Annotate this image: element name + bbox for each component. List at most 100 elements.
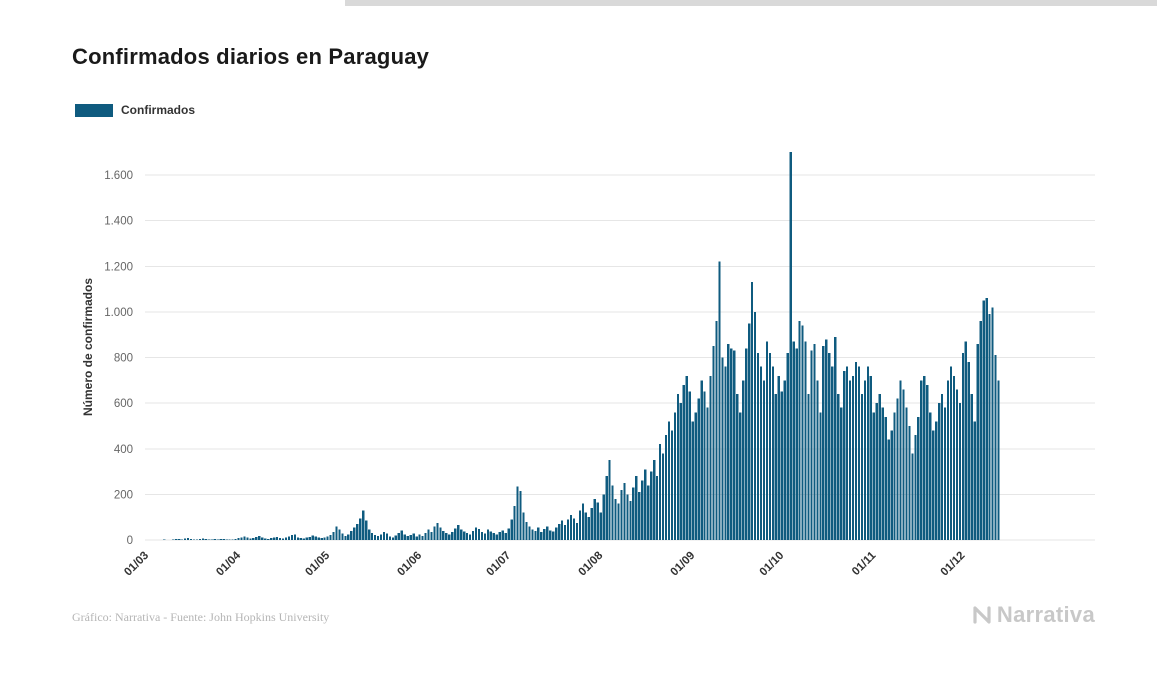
- bar[interactable]: [465, 533, 469, 540]
- bar[interactable]: [314, 536, 317, 540]
- bar[interactable]: [308, 536, 311, 540]
- bar[interactable]: [531, 529, 534, 540]
- bar[interactable]: [445, 533, 448, 540]
- bar[interactable]: [742, 380, 745, 540]
- bar[interactable]: [460, 529, 463, 540]
- bar[interactable]: [653, 460, 656, 540]
- bar[interactable]: [287, 536, 291, 540]
- bar[interactable]: [860, 394, 864, 540]
- bar[interactable]: [175, 538, 178, 540]
- bar[interactable]: [759, 366, 763, 541]
- bar[interactable]: [902, 389, 905, 540]
- bar[interactable]: [940, 394, 944, 540]
- bar[interactable]: [896, 398, 899, 540]
- bar[interactable]: [373, 534, 377, 540]
- bar[interactable]: [890, 430, 893, 541]
- bar[interactable]: [198, 539, 202, 540]
- bar[interactable]: [427, 529, 430, 540]
- bar[interactable]: [697, 398, 700, 540]
- bar[interactable]: [581, 503, 585, 541]
- bar[interactable]: [370, 533, 374, 540]
- bar[interactable]: [326, 536, 329, 540]
- bar[interactable]: [857, 366, 861, 541]
- bar[interactable]: [510, 519, 513, 540]
- bar[interactable]: [246, 537, 249, 540]
- bar[interactable]: [807, 394, 810, 540]
- bar[interactable]: [843, 371, 846, 540]
- bar[interactable]: [795, 348, 798, 541]
- bar[interactable]: [786, 352, 789, 540]
- bar[interactable]: [501, 530, 504, 540]
- bar[interactable]: [213, 539, 216, 540]
- bar[interactable]: [917, 416, 920, 540]
- bar[interactable]: [317, 537, 320, 540]
- bar[interactable]: [730, 348, 733, 541]
- bar[interactable]: [468, 534, 472, 540]
- bar[interactable]: [275, 537, 279, 540]
- bar[interactable]: [486, 529, 490, 540]
- bar[interactable]: [590, 508, 593, 540]
- bar[interactable]: [703, 391, 706, 540]
- bar[interactable]: [273, 537, 276, 540]
- bar[interactable]: [495, 534, 498, 540]
- bar[interactable]: [189, 538, 193, 540]
- bar[interactable]: [985, 298, 988, 540]
- bar[interactable]: [596, 502, 599, 540]
- bar[interactable]: [748, 323, 751, 540]
- bar[interactable]: [323, 537, 326, 540]
- bar[interactable]: [762, 380, 766, 540]
- bar[interactable]: [403, 534, 406, 540]
- bar[interactable]: [647, 485, 650, 540]
- bar[interactable]: [418, 534, 421, 540]
- bar[interactable]: [926, 384, 929, 541]
- bar[interactable]: [201, 538, 205, 540]
- bar[interactable]: [332, 532, 335, 540]
- bar[interactable]: [258, 535, 261, 540]
- bar[interactable]: [471, 530, 475, 541]
- bar[interactable]: [522, 512, 525, 541]
- bar[interactable]: [881, 407, 884, 540]
- bar[interactable]: [477, 529, 481, 540]
- bar[interactable]: [899, 380, 902, 540]
- bar[interactable]: [442, 530, 445, 541]
- bar[interactable]: [617, 503, 620, 541]
- bar[interactable]: [480, 532, 484, 540]
- bar[interactable]: [183, 538, 187, 540]
- bar[interactable]: [602, 494, 605, 541]
- bar[interactable]: [498, 532, 501, 540]
- bar[interactable]: [192, 539, 196, 540]
- bar[interactable]: [715, 321, 718, 540]
- bar[interactable]: [887, 439, 890, 541]
- bar[interactable]: [252, 537, 255, 540]
- bar[interactable]: [264, 538, 267, 540]
- bar[interactable]: [727, 343, 730, 540]
- bar[interactable]: [270, 538, 273, 540]
- bar[interactable]: [964, 341, 967, 540]
- bar[interactable]: [457, 525, 460, 540]
- bar[interactable]: [733, 350, 736, 540]
- bar[interactable]: [875, 403, 878, 541]
- bar[interactable]: [967, 362, 970, 540]
- bar[interactable]: [982, 300, 985, 540]
- bar[interactable]: [878, 394, 881, 540]
- bar[interactable]: [344, 535, 347, 540]
- bar[interactable]: [884, 416, 887, 540]
- bar[interactable]: [186, 538, 190, 540]
- bar[interactable]: [854, 362, 858, 540]
- bar[interactable]: [991, 307, 994, 540]
- bar[interactable]: [949, 366, 953, 541]
- bar[interactable]: [394, 535, 397, 540]
- bar[interactable]: [670, 430, 674, 541]
- bar[interactable]: [219, 538, 222, 540]
- bar[interactable]: [739, 412, 742, 540]
- bar[interactable]: [483, 533, 487, 540]
- bar[interactable]: [706, 407, 709, 540]
- bar[interactable]: [463, 531, 466, 540]
- bar[interactable]: [560, 520, 564, 540]
- bar[interactable]: [237, 538, 240, 540]
- bar[interactable]: [578, 510, 582, 540]
- bar[interactable]: [341, 533, 344, 540]
- bar[interactable]: [935, 421, 938, 541]
- bar[interactable]: [207, 539, 210, 540]
- bar[interactable]: [412, 533, 415, 540]
